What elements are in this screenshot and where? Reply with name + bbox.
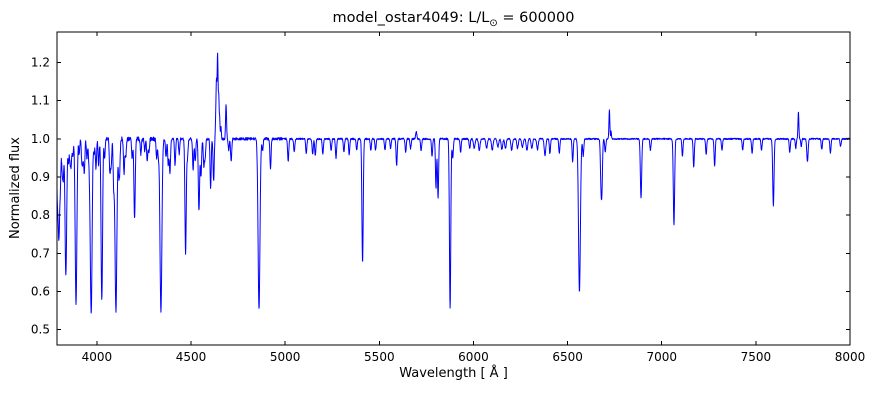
x-tick-label: 4000 [82,350,113,364]
x-axis-label: Wavelength [ Å ] [399,366,508,381]
x-tick-label: 5500 [364,350,395,364]
x-tick-label: 4500 [176,350,207,364]
y-tick-label: 1.1 [31,94,50,108]
x-tick-label: 5000 [270,350,301,364]
x-tick-label: 7500 [741,350,772,364]
y-tick-label: 0.6 [31,285,50,299]
chart-title-suffix: = 600000 [497,10,575,26]
sun-symbol: ⊙ [489,17,498,29]
axes-frame [56,31,851,346]
y-tick-label: 0.9 [31,170,50,184]
x-tick-label: 7000 [646,350,677,364]
y-tick-label: 1.0 [31,132,50,146]
chart-title-text: model_ostar4049: L/L [332,10,490,26]
y-axis-label: Normalized flux [8,137,23,240]
x-tick-label: 6000 [458,350,489,364]
y-tick-label: 0.5 [31,323,50,337]
y-tick-label: 0.7 [31,246,50,260]
x-tick-label: 6500 [552,350,583,364]
spectrum-line [56,52,851,314]
y-tick-label: 0.8 [31,208,50,222]
x-tick-label: 8000 [835,350,866,364]
y-tick-label: 1.2 [31,56,50,70]
chart-title: model_ostar4049: L/L⊙ = 600000 [57,10,850,29]
